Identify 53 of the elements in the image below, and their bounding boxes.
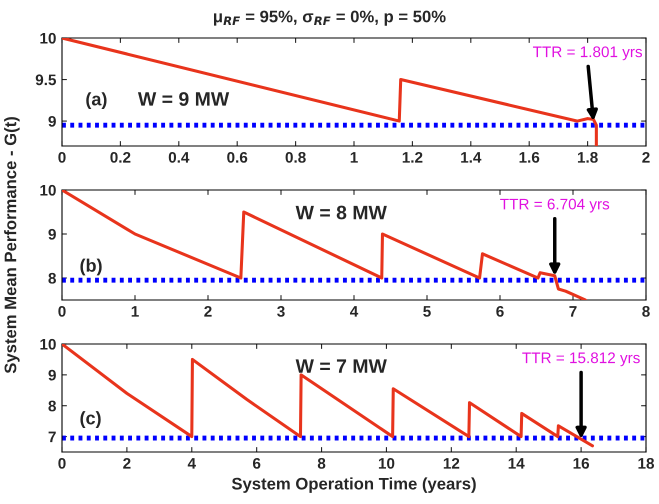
x-tick-label: 0.8 xyxy=(286,152,306,163)
y-tick-label: 9 xyxy=(48,116,56,127)
x-tick-label: 2 xyxy=(204,306,212,317)
y-tick-label: 7 xyxy=(48,432,56,442)
x-tick-label: 8 xyxy=(642,306,650,317)
x-tick-label: 1.6 xyxy=(520,152,540,163)
y-tick-label: 9.5 xyxy=(36,74,56,86)
annotation: W = 7 MW xyxy=(296,359,387,373)
annotation: (b) xyxy=(80,258,102,276)
x-tick-label: 0.4 xyxy=(168,152,190,163)
x-tick-label: 0.2 xyxy=(110,152,130,163)
annotation: (a) xyxy=(86,92,107,110)
x-tick-label: 0 xyxy=(58,152,66,163)
x-tick-label: 6 xyxy=(496,306,504,317)
x-tick-label: 2 xyxy=(123,458,131,469)
x-tick-label: 1 xyxy=(132,306,139,317)
x-tick-label: 14 xyxy=(508,458,525,469)
x-tick-label: 12 xyxy=(444,458,460,469)
chart-title: μ$_{RF}$ = 95%, σ$_{RF}$ = 0%, p = 50% xyxy=(214,10,446,26)
annotation: W = 8 MW xyxy=(296,206,387,220)
y-tick-label: 10 xyxy=(40,32,56,44)
annotation: (c) xyxy=(80,411,101,428)
x-tick-label: 18 xyxy=(638,458,654,469)
x-tick-label: 8 xyxy=(318,458,326,469)
x-tick-label: 1 xyxy=(350,152,358,163)
x-tick-label: 4 xyxy=(350,306,358,317)
x-tick-label: 3 xyxy=(277,306,285,317)
x-tick-label: 6 xyxy=(252,458,260,469)
y-tick-label: 10 xyxy=(40,184,56,196)
x-tick-label: 16 xyxy=(574,458,590,469)
annotation: TTR = 1.801 yrs xyxy=(532,46,642,60)
y-tick-label: 9 xyxy=(48,228,56,240)
x-tick-label: 7 xyxy=(569,306,577,317)
y-tick-label: 9 xyxy=(48,370,56,381)
x-tick-label: 0 xyxy=(58,458,66,469)
x-axis-title: System Operation Time (years) xyxy=(232,477,476,493)
x-tick-label: 5 xyxy=(423,306,431,317)
x-tick-label: 2 xyxy=(642,152,650,163)
x-tick-label: 0.6 xyxy=(227,152,248,163)
x-tick-label: 0 xyxy=(58,306,66,317)
annotation: TTR = 6.704 yrs xyxy=(500,198,610,213)
x-tick-label: 1.8 xyxy=(578,152,598,163)
y-tick-label: 8 xyxy=(48,272,56,284)
line-series xyxy=(62,190,587,300)
x-tick-label: 1.4 xyxy=(461,152,482,163)
annotation: W = 9 MW xyxy=(138,92,230,106)
x-tick-label: 10 xyxy=(378,458,394,469)
annotation: TTR = 15.812 yrs xyxy=(522,352,640,366)
x-tick-label: 1.2 xyxy=(402,152,422,163)
y-tick-label: 8 xyxy=(48,400,56,412)
x-tick-label: 4 xyxy=(188,458,196,469)
y-tick-label: 10 xyxy=(40,338,56,350)
y-axis-title: System Mean Performance - G(t) xyxy=(4,117,20,374)
